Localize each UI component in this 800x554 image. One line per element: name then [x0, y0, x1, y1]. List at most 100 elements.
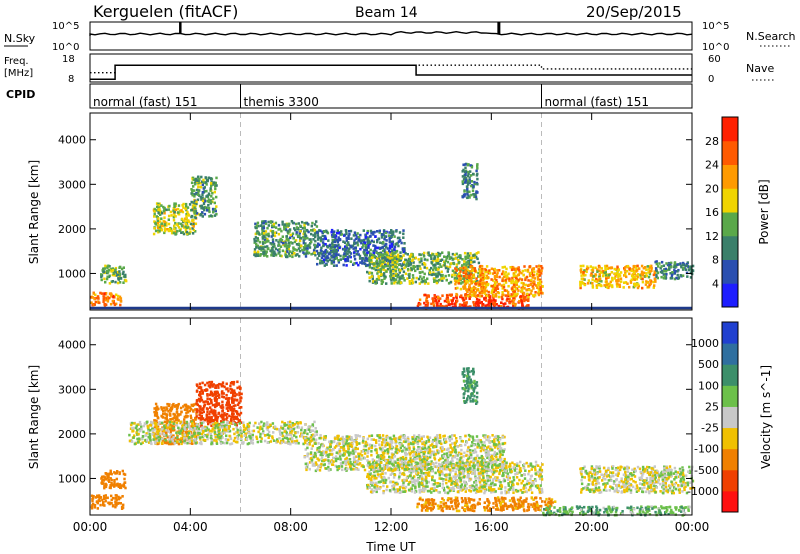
- heatmap-cell: [447, 274, 451, 277]
- heatmap-cell: [172, 425, 176, 428]
- heatmap-cell: [170, 437, 174, 441]
- heatmap-cell: [286, 223, 289, 226]
- heatmap-cell: [212, 423, 215, 426]
- heatmap-cell: [106, 266, 109, 270]
- heatmap-cell: [316, 234, 320, 237]
- heatmap-cell: [534, 284, 538, 287]
- heatmap-cell: [505, 267, 508, 271]
- heatmap-cell: [686, 275, 689, 278]
- heatmap-cell: [380, 443, 384, 447]
- heatmap-cell: [190, 416, 193, 420]
- heatmap-cell: [653, 270, 656, 273]
- heatmap-cell: [287, 442, 290, 445]
- heatmap-cell: [108, 282, 112, 285]
- heatmap-cell: [284, 240, 287, 243]
- heatmap-cell: [397, 240, 400, 243]
- heatmap-cell: [239, 387, 242, 390]
- heatmap-cell: [205, 189, 208, 193]
- heatmap-cell: [467, 288, 470, 291]
- heatmap-cell: [245, 437, 249, 441]
- heatmap-cell: [461, 281, 464, 284]
- heatmap-cell: [239, 432, 242, 435]
- heatmap-cell: [334, 457, 337, 460]
- heatmap-cell: [312, 249, 316, 252]
- heatmap-cell: [420, 277, 424, 281]
- heatmap-cell: [272, 225, 276, 229]
- heatmap-cell: [354, 246, 357, 250]
- heatmap-cell: [498, 269, 501, 272]
- heatmap-cell: [179, 420, 182, 424]
- heatmap-cell: [281, 241, 285, 245]
- heatmap-cell: [485, 284, 488, 287]
- heatmap-cell: [221, 417, 224, 421]
- heatmap-cell: [104, 478, 107, 481]
- heatmap-cell: [103, 303, 106, 306]
- heatmap-cell: [455, 293, 459, 297]
- heatmap-cell: [253, 237, 256, 241]
- heatmap-cell: [394, 280, 397, 283]
- heatmap-cell: [468, 196, 471, 199]
- heatmap-cell: [537, 293, 541, 297]
- heatmap-cell: [100, 292, 104, 295]
- heatmap-cell: [194, 178, 198, 182]
- date-title: 20/Sep/2015: [586, 3, 682, 21]
- heatmap-cell: [195, 383, 199, 386]
- heatmap-cell: [194, 222, 198, 226]
- heatmap-cell: [213, 432, 217, 436]
- heatmap-cell: [538, 274, 542, 277]
- heatmap-cell: [215, 442, 219, 445]
- heatmap-cell: [120, 485, 123, 489]
- heatmap-cell: [280, 441, 284, 444]
- heatmap-cell: [197, 175, 200, 179]
- heatmap-cell: [193, 204, 196, 208]
- heatmap-cell: [508, 277, 511, 281]
- heatmap-cell: [459, 270, 462, 273]
- heatmap-cell: [201, 392, 204, 395]
- heatmap-cell: [366, 437, 369, 441]
- heatmap-cell: [199, 386, 203, 389]
- heatmap-cell: [591, 270, 594, 274]
- heatmap-cell: [459, 256, 462, 260]
- heatmap-cell: [647, 271, 650, 274]
- heatmap-cell: [452, 296, 455, 300]
- heatmap-cell: [202, 438, 205, 442]
- heatmap-cell: [210, 415, 213, 419]
- heatmap-cell: [512, 272, 516, 275]
- heatmap-cell: [153, 210, 156, 213]
- heatmap-cell: [381, 257, 384, 260]
- heatmap-cell: [607, 273, 611, 277]
- heatmap-cell: [199, 396, 203, 399]
- heatmap-cell: [523, 299, 526, 303]
- heatmap-cell: [197, 185, 200, 189]
- heatmap-cell: [421, 263, 424, 266]
- heatmap-cell: [674, 264, 677, 268]
- heatmap-cell: [248, 442, 251, 445]
- heatmap-cell: [172, 215, 176, 219]
- heatmap-cell: [431, 259, 434, 263]
- heatmap-cell: [493, 301, 496, 304]
- heatmap-cell: [225, 403, 228, 407]
- heatmap-cell: [598, 269, 601, 272]
- heatmap-cell: [364, 246, 367, 250]
- heatmap-cell: [107, 473, 110, 476]
- heatmap-cell: [417, 303, 420, 306]
- heatmap-cell: [670, 261, 673, 265]
- heatmap-cell: [145, 432, 148, 435]
- heatmap-cell: [524, 283, 528, 287]
- heatmap-cell: [287, 247, 290, 251]
- heatmap-cell: [583, 269, 586, 272]
- heatmap-cell: [339, 258, 342, 261]
- heatmap-cell: [522, 273, 525, 277]
- heatmap-cell: [301, 248, 304, 252]
- heatmap-cell: [163, 216, 166, 219]
- heatmap-cell: [462, 178, 466, 181]
- heatmap-cell: [202, 178, 205, 182]
- heatmap-cell: [414, 451, 417, 454]
- heatmap-cell: [586, 282, 590, 285]
- heatmap-cell: [339, 254, 342, 258]
- heatmap-cell: [496, 269, 499, 272]
- heatmap-cell: [596, 279, 600, 282]
- heatmap-cell: [192, 403, 196, 406]
- heatmap-cell: [634, 284, 637, 288]
- heatmap-cell: [189, 230, 192, 234]
